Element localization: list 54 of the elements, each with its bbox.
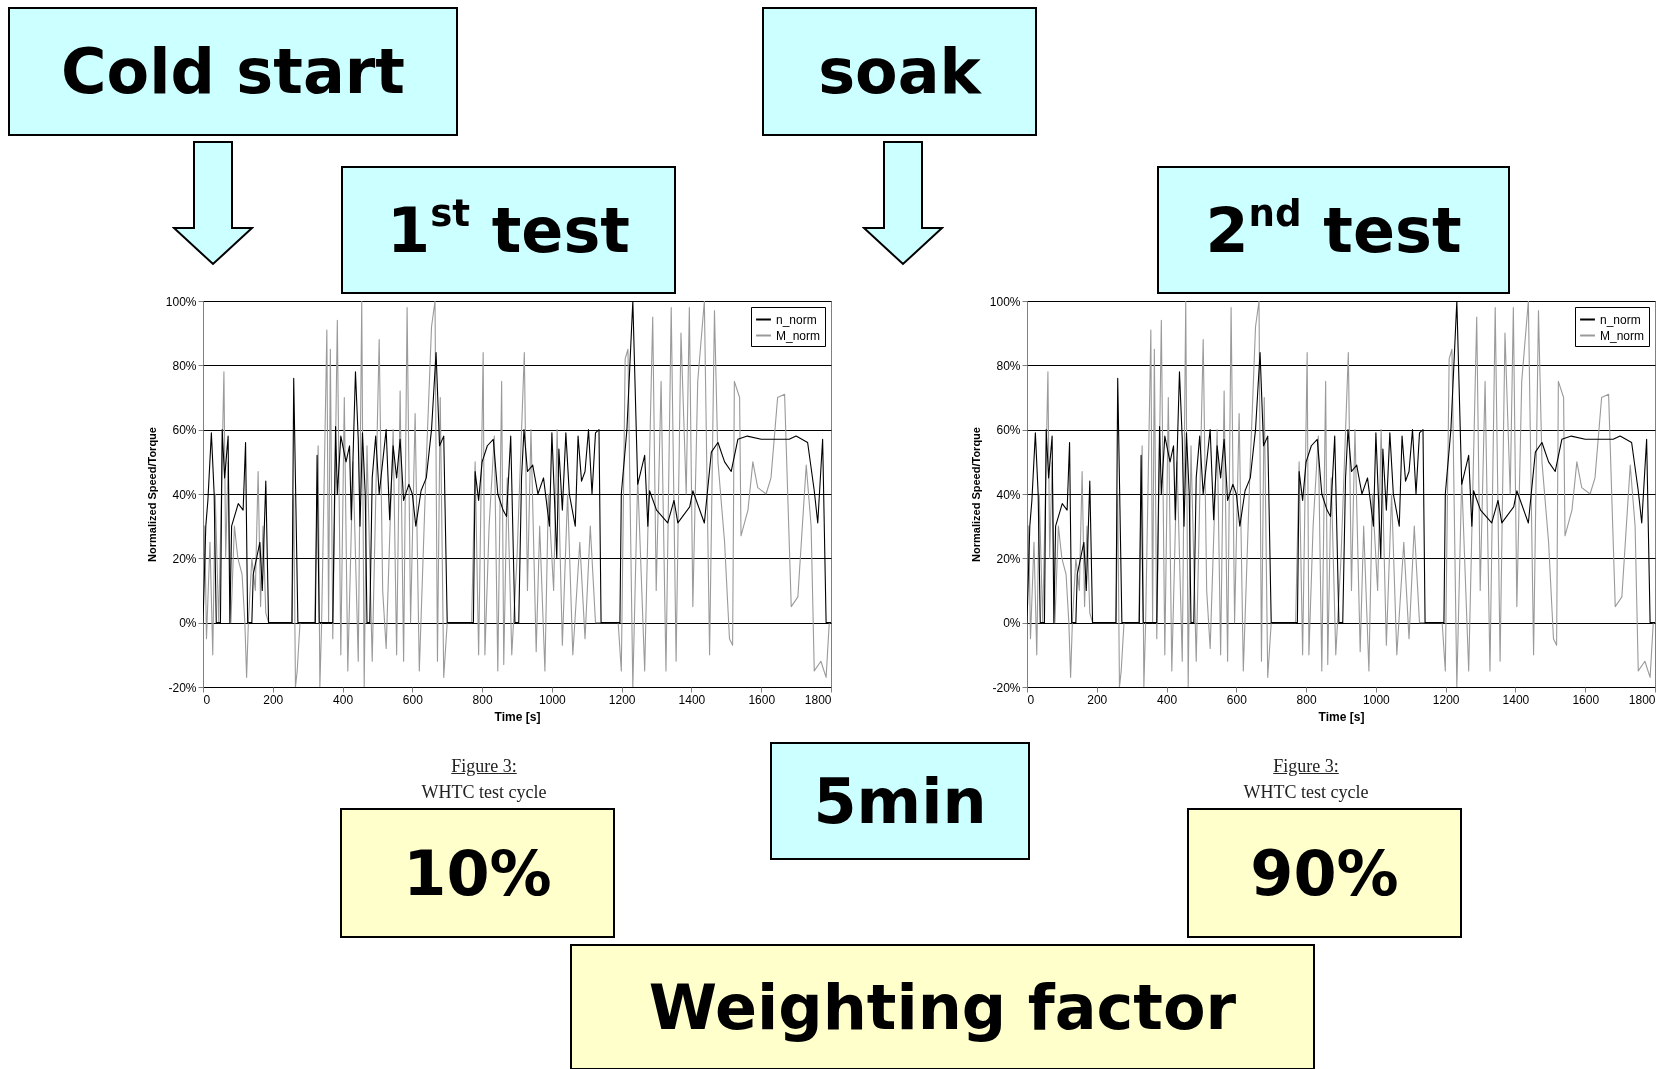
- x-tick-label: 1400: [1502, 692, 1530, 707]
- y-tick-label: 100%: [989, 294, 1021, 309]
- x-tick-label: 1600: [1572, 692, 1600, 707]
- legend-label: n_norm: [1600, 312, 1641, 327]
- x-axis-title: Time [s]: [1318, 709, 1365, 724]
- x-tick-label: 600: [1226, 692, 1248, 707]
- y-tick-label: -20%: [168, 680, 197, 695]
- x-tick-label: 1600: [748, 692, 776, 707]
- y-tick-label: 60%: [172, 423, 197, 438]
- y-tick-label: 40%: [172, 487, 197, 502]
- caption: Figure 3:: [1273, 756, 1339, 776]
- x-tick-label: 1200: [1432, 692, 1460, 707]
- x-tick-label: 800: [1296, 692, 1317, 707]
- x-axis-title: Time [s]: [494, 709, 541, 724]
- x-tick-label: 1800: [804, 692, 832, 707]
- legend-label: M_norm: [1600, 328, 1645, 343]
- y-tick-label: 0%: [179, 616, 197, 631]
- y-tick-label: -20%: [992, 680, 1021, 695]
- x-tick-label: 1800: [1628, 692, 1656, 707]
- y-tick-label: 80%: [996, 358, 1021, 373]
- x-tick-label: 1000: [539, 692, 567, 707]
- x-tick-label: 200: [263, 692, 284, 707]
- text: Weighting factor: [648, 970, 1237, 1044]
- text: 1$^{st}$ test: [387, 190, 630, 267]
- y-tick-label: 80%: [172, 358, 197, 373]
- y-axis-title: Normalized Speed/Torque: [145, 427, 158, 562]
- x-tick-label: 0: [203, 692, 211, 707]
- y-tick-label: 60%: [996, 423, 1021, 438]
- legend-label: M_norm: [776, 328, 821, 343]
- x-tick-label: 1200: [608, 692, 636, 707]
- x-tick-label: 600: [402, 692, 424, 707]
- text: 2$^{nd}$ test: [1205, 190, 1462, 267]
- text: 5min: [813, 764, 987, 838]
- y-tick-label: 0%: [1003, 616, 1021, 631]
- caption: Figure 3:: [451, 756, 517, 776]
- y-tick-label: 20%: [996, 551, 1021, 566]
- text: soak: [818, 35, 981, 108]
- text: 10%: [403, 836, 552, 910]
- x-tick-label: 1400: [678, 692, 706, 707]
- x-tick-label: 800: [472, 692, 493, 707]
- text: WHTC test cycle: [1243, 782, 1369, 802]
- y-tick-label: 100%: [165, 294, 197, 309]
- text: WHTC test cycle: [421, 782, 547, 802]
- x-tick-label: 400: [1157, 692, 1178, 707]
- x-tick-label: 1000: [1363, 692, 1391, 707]
- y-tick-label: 20%: [172, 551, 197, 566]
- text: 90%: [1250, 836, 1399, 910]
- y-axis-title: Normalized Speed/Torque: [969, 427, 982, 562]
- x-tick-label: 0: [1027, 692, 1035, 707]
- y-tick-label: 40%: [996, 487, 1021, 502]
- legend-label: n_norm: [776, 312, 817, 327]
- text: Cold start: [61, 35, 405, 108]
- x-tick-label: 200: [1087, 692, 1108, 707]
- x-tick-label: 400: [333, 692, 354, 707]
